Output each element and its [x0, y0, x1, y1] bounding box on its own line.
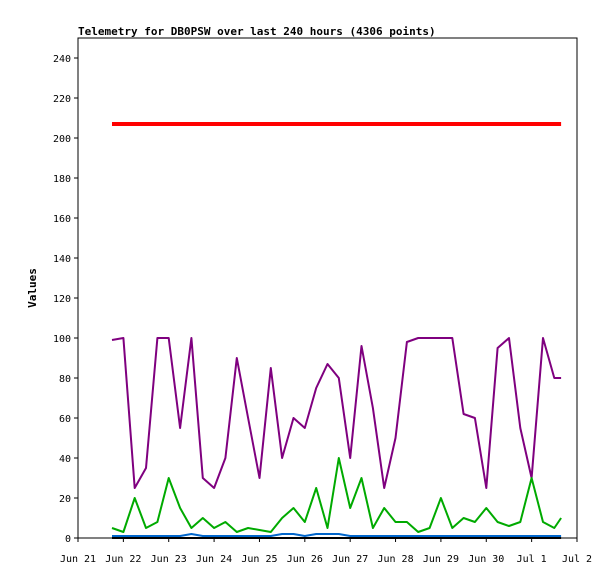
- x-tick-label: Jun 22: [105, 554, 141, 565]
- x-tick-label: Jun 23: [151, 554, 187, 565]
- y-tick-label: 160: [53, 214, 71, 225]
- x-tick-label: Jun 27: [332, 554, 368, 565]
- x-tick-label: Jun 28: [377, 554, 413, 565]
- y-tick-label: 120: [53, 294, 71, 305]
- y-tick-label: 60: [59, 414, 71, 425]
- y-tick-label: 40: [59, 454, 71, 465]
- x-tick-label: Jun 21: [60, 554, 96, 565]
- plot-area: [77, 37, 578, 539]
- plot-series: [111, 122, 562, 539]
- series-line-2: [111, 457, 562, 533]
- y-tick-label: 240: [53, 54, 71, 65]
- y-tick-label: 0: [65, 534, 71, 545]
- x-tick-label: Jun 26: [287, 554, 323, 565]
- y-tick-label: 180: [53, 174, 71, 185]
- y-tick-label: 220: [53, 94, 71, 105]
- x-tick-label: Jun 30: [468, 554, 504, 565]
- series-line-1: [111, 337, 562, 489]
- y-axis: 0 20 40 60 80 100 120 140 160 180 200 220 240: [53, 54, 78, 545]
- x-axis: Jun 21 Jun 22 Jun 23 Jun 24 Jun 25 Jun 26 Jun …: [60, 538, 592, 565]
- y-axis-label: Values: [26, 268, 39, 308]
- x-tick-label: Jun 25: [241, 554, 277, 565]
- y-tick-label: 100: [53, 334, 71, 345]
- y-tick-label: 20: [59, 494, 71, 505]
- x-tick-label: Jul 2: [562, 554, 592, 565]
- x-tick-label: Jul 1: [517, 554, 547, 565]
- y-tick-label: 80: [59, 374, 71, 385]
- x-tick-label: Jun 29: [423, 554, 459, 565]
- x-tick-label: Jun 24: [196, 554, 232, 565]
- y-tick-label: 140: [53, 254, 71, 265]
- series-line-3: [112, 533, 562, 537]
- y-tick-label: 200: [53, 134, 71, 145]
- chart-title: Telemetry for DB0PSW over last 240 hours…: [78, 25, 436, 38]
